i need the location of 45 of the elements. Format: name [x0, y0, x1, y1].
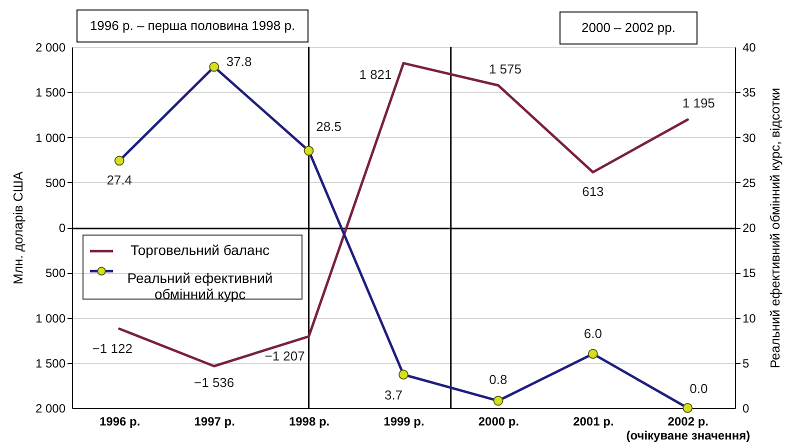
y2-tick-label: 25 [742, 176, 756, 190]
data-label: −1 122 [92, 340, 132, 356]
x-tick-label: 1996 р. [100, 414, 140, 428]
x-tick-label: 2000 р. [478, 414, 520, 428]
data-label: −1 207 [264, 348, 305, 364]
data-label: 1 575 [488, 61, 522, 76]
data-label: 0.8 [489, 372, 508, 387]
y-tick-label: 2 000 [35, 40, 66, 54]
y2-tick-label: 5 [742, 356, 750, 370]
data-label: 1 821 [359, 67, 392, 82]
y-tick-label: 0 [58, 221, 66, 235]
y2-tick-label: 0 [742, 402, 750, 416]
data-label: 613 [582, 184, 604, 200]
data-label: 1 195 [682, 96, 715, 111]
y-tick-label: 500 [45, 176, 66, 190]
y-tick-label: 1 000 [35, 130, 66, 145]
y-tick-label: 1 500 [35, 356, 66, 370]
data-label: 37.8 [226, 54, 252, 69]
y-tick-label: 2 000 [35, 402, 66, 416]
x-tick-label: 1999 р. [384, 414, 424, 428]
x-tick-label: 2002 р. (очікуване значення) [626, 414, 750, 442]
y2-tick-label: 15 [742, 266, 756, 280]
text: 1996 р. – перша половина 1998 р. [90, 18, 296, 33]
data-label: 0.0 [690, 381, 708, 396]
data-label: −1 536 [194, 375, 234, 390]
data-label: 6.0 [584, 326, 602, 341]
legend-label: Реальний ефективний обмінний курс [127, 270, 273, 302]
y2-tick-label: 20 [742, 221, 756, 235]
y2-tick-label: 35 [742, 86, 756, 100]
y2-tick-label: 10 [742, 311, 756, 326]
y2-axis-title: Реальний ефективний обмінний курс, відсотки [768, 88, 782, 368]
data-label: 28.5 [316, 118, 342, 134]
data-label: 27.4 [106, 172, 132, 188]
legend-label: Торговельний баланс [130, 242, 270, 258]
y2-tick-label: 40 [742, 40, 756, 54]
text: 2000 – 2002 рр. [582, 20, 676, 35]
x-tick-label: 1997 р. [194, 414, 235, 428]
y2-tick-label: 30 [742, 130, 756, 145]
y-tick-label: 1 500 [35, 86, 66, 100]
y-tick-label: 500 [45, 266, 66, 280]
y-tick-label: 1 000 [35, 311, 66, 326]
data-label: 3.7 [384, 388, 403, 403]
y-axis-title: Млн. доларів США [10, 171, 26, 284]
x-tick-label: 1998 р. [288, 414, 330, 428]
x-tick-label: 2001 р. [573, 414, 614, 428]
